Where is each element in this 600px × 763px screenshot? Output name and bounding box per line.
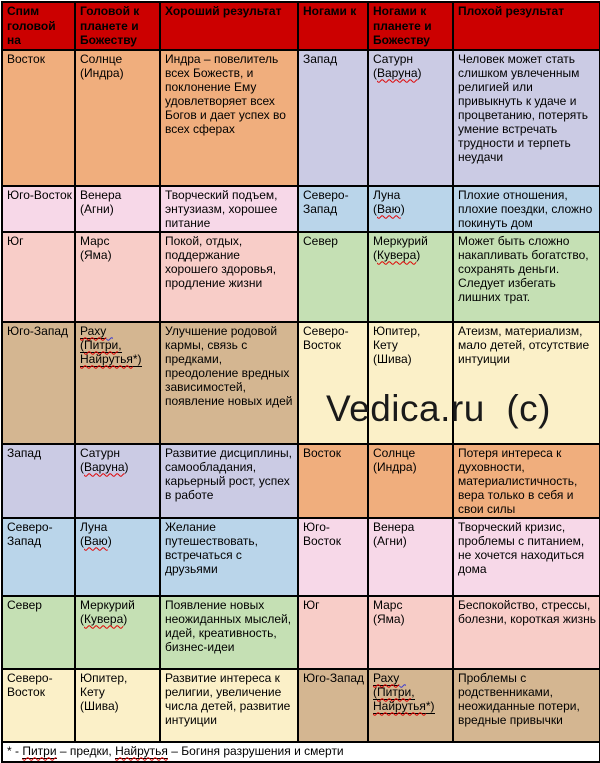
footnote-row: * - Питри – предки, Найрутья – Богиня ра… [1,740,600,763]
footnote: * - Питри – предки, Найрутья – Богиня ра… [1,740,600,763]
head-direction-cell: Северо-Запад [1,516,76,597]
head-direction-cell: Северо-Восток [1,667,76,743]
bad-result-cell: Плохие отношения, плохие поездки, сложно… [452,184,600,233]
feet-planet-cell: Сатурн (Варуна) [367,48,454,187]
head-planet-cell: Венера (Агни) [74,184,161,233]
head-planet-cell: Юпитер, Кету (Шива) [74,667,161,743]
bad-result-cell: Беспокойство, стрессы, болезни, короткая… [452,594,600,670]
bad-result-cell: Может быть сложно накапливать богатство,… [452,230,600,323]
head-planet-cell: Луна (Ваю) [74,516,161,597]
bad-result-cell: Человек может стать слишком увлеченным р… [452,48,600,187]
table-row: Юг Марс (Яма) Покой, отдых, поддержание хор… [1,230,600,323]
feet-direction-cell: Северо-Восток [297,320,369,445]
feet-planet-cell: Юпитер, Кету (Шива) [367,320,454,445]
feet-direction-cell: Север [297,230,369,323]
feet-direction-cell: Юг [297,594,369,670]
head-direction-cell: Юг [1,230,76,323]
col-header-feet-direction: Ногами к [297,1,369,51]
head-direction-cell: Север [1,594,76,670]
table-row: Северо-Запад Луна (Ваю) Желание путешествов… [1,516,600,597]
good-result-cell: Желание путешествовать, встречаться с др… [159,516,299,597]
head-planet-cell: Солнце (Индра) [74,48,161,187]
head-planet-cell: Сатурн (Варуна) [74,442,161,519]
feet-direction-cell: Юго-Запад [297,667,369,743]
feet-direction-cell: Юго-Восток [297,516,369,597]
good-result-cell: Появление новых неожиданных мыслей, идей… [159,594,299,670]
head-planet-cell: Марс (Яма) [74,230,161,323]
table-row: Запад Сатурн (Варуна) Развитие дисциплины, … [1,442,600,519]
head-direction-cell: Юго-Восток [1,184,76,233]
col-header-feet-planet: Ногами к планете и Божеству [367,1,454,51]
feet-planet-cell: Солнце (Индра) [367,442,454,519]
header-row: Спим головой на Головой к планете и Боже… [1,1,600,51]
feet-planet-cell: Раху (Питри, Найрутья*) [367,667,454,743]
bad-result-cell: Потеря интереса к духовности, материалис… [452,442,600,519]
feet-planet-cell: Марс (Яма) [367,594,454,670]
head-planet-cell: Меркурий (Кувера) [74,594,161,670]
table-row: Юго-Запад Раху (Питри, Найрутья*) Улучшение… [1,320,600,445]
good-result-cell: Улучшение родовой кармы, связь с предкам… [159,320,299,445]
head-direction-cell: Юго-Запад [1,320,76,445]
head-direction-cell: Восток [1,48,76,187]
feet-direction-cell: Северо-Запад [297,184,369,233]
col-header-good-result: Хороший результат [159,1,299,51]
table-row: Северо-Восток Юпитер, Кету (Шива) Развитие и… [1,667,600,743]
head-planet-cell: Раху (Питри, Найрутья*) [74,320,161,445]
table-row: Юго-Восток Венера (Агни) Творческий подъем,… [1,184,600,233]
bad-result-cell: Творческий кризис, проблемы с питанием, … [452,516,600,597]
feet-planet-cell: Венера (Агни) [367,516,454,597]
col-header-head-direction: Спим головой на [1,1,76,51]
table-row: Восток Солнце (Индра) Индра – повелитель вс… [1,48,600,187]
col-header-bad-result: Плохой результат [452,1,600,51]
good-result-cell: Развитие интереса к религии, увеличение … [159,667,299,743]
col-header-head-planet: Головой к планете и Божеству [74,1,161,51]
table-row: Север Меркурий (Кувера) Появление новых нео… [1,594,600,670]
good-result-cell: Развитие дисциплины, самообладания, карь… [159,442,299,519]
head-direction-cell: Запад [1,442,76,519]
feet-planet-cell: Меркурий (Кувера) [367,230,454,323]
bad-result-cell: Атеизм, материализм, мало детей, отсутст… [452,320,600,445]
good-result-cell: Покой, отдых, поддержание хорошего здоро… [159,230,299,323]
feet-direction-cell: Запад [297,48,369,187]
good-result-cell: Индра – повелитель всех Божеств, и покло… [159,48,299,187]
feet-direction-cell: Восток [297,442,369,519]
good-result-cell: Творческий подъем, энтузиазм, хорошее пи… [159,184,299,233]
bad-result-cell: Проблемы с родственниками, неожиданные п… [452,667,600,743]
feet-planet-cell: Луна (Ваю) [367,184,454,233]
